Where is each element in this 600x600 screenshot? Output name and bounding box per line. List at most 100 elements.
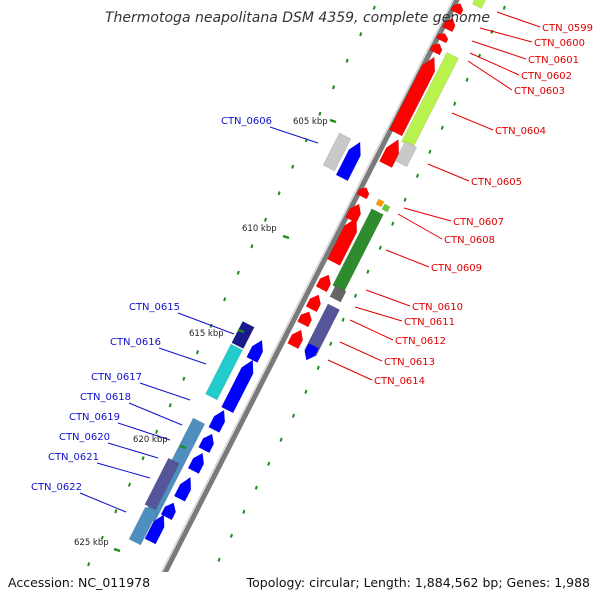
leader-line [471, 40, 527, 60]
leader-line [177, 312, 235, 335]
forward-gene-outer [394, 140, 418, 168]
forward-gene [305, 294, 321, 313]
topology-label: Topology: circular; Length: 1,884,562 bp… [246, 575, 590, 590]
tick-mark [345, 58, 349, 63]
backbone-highlight [146, 0, 454, 600]
tick-mark [316, 365, 320, 370]
reverse-gene-outer [128, 506, 158, 546]
gene-label-ctn-0606: CTN_0606 [221, 116, 272, 127]
reverse-gene-shape [221, 359, 254, 414]
forward-gene [389, 56, 436, 137]
forward-gene [345, 203, 362, 224]
leader-line [117, 422, 171, 441]
tick-mark [403, 197, 407, 202]
forward-gene-shape [315, 274, 331, 293]
forward-gene-shape [389, 56, 436, 137]
tick-mark [304, 389, 308, 394]
gene-label-ctn-0604: CTN_0604 [495, 126, 546, 137]
reverse-gene-shape [335, 141, 361, 182]
leader-line [479, 27, 533, 43]
forward-gene-small-shape [381, 203, 391, 213]
accession-label: Accession: NC_011978 [8, 575, 150, 590]
forward-gene-shape [429, 43, 443, 56]
leader-line [354, 306, 403, 322]
forward-gene [287, 329, 304, 350]
tick-mark [391, 221, 395, 226]
reverse-gene-outer [322, 132, 352, 172]
tick-mark [217, 557, 221, 562]
reverse-gene-outer-shape [231, 321, 255, 349]
reverse-gene [221, 359, 254, 414]
tick-mark [223, 297, 227, 302]
reverse-gene-shape [173, 476, 192, 502]
reverse-gene-shape [144, 514, 165, 545]
leader-line [158, 347, 207, 365]
tick-mark [250, 244, 254, 249]
forward-gene-outer-shape [304, 303, 340, 357]
tick-mark [114, 509, 118, 514]
forward-gene-outer-shape [472, 0, 488, 9]
forward-gene-small [381, 203, 391, 213]
forward-gene [297, 311, 312, 328]
kbp-marker-tick [237, 328, 245, 334]
reverse-gene [246, 339, 264, 363]
gene-label-ctn-0619: CTN_0619 [69, 412, 120, 423]
kbp-marker-tick [179, 444, 187, 450]
forward-gene-outer [304, 303, 340, 357]
tick-mark [100, 535, 104, 540]
gene-label-ctn-0609: CTN_0609 [431, 263, 482, 274]
reverse-gene [160, 502, 176, 521]
forward-gene-shape [379, 139, 400, 168]
forward-gene-shape [435, 33, 449, 44]
kbp-marker-tick [282, 234, 290, 240]
leader-line [269, 126, 319, 144]
forward-gene-outer [304, 343, 319, 361]
tick-mark [155, 429, 159, 434]
leader-line [451, 112, 494, 131]
reverse-gene-shape [198, 433, 215, 454]
tick-mark [267, 461, 271, 466]
tick-mark [440, 125, 444, 130]
gene-label-ctn-0622: CTN_0622 [31, 482, 82, 493]
tick-mark [341, 317, 345, 322]
reverse-gene-shape [160, 502, 176, 521]
forward-gene-shape [356, 187, 370, 200]
leader-line [467, 60, 513, 91]
footer-background [0, 572, 600, 600]
gene-label-ctn-0615: CTN_0615 [129, 302, 180, 313]
map-title: Thermotoga neapolitana DSM 4359, complet… [105, 10, 490, 26]
gene-label-ctn-0618: CTN_0618 [80, 392, 131, 403]
reverse-gene-outer [205, 343, 243, 401]
forward-gene-outer-shape [332, 208, 384, 292]
tick-mark [127, 482, 132, 487]
gene-label-ctn-0616: CTN_0616 [110, 337, 161, 348]
tick-mark [490, 29, 494, 34]
tick-mark [359, 32, 363, 37]
gene-label-ctn-0610: CTN_0610 [412, 302, 463, 313]
forward-gene [379, 139, 400, 168]
gene-label-ctn-0600: CTN_0600 [534, 38, 585, 49]
tick-mark [168, 403, 172, 408]
tick-mark [277, 191, 281, 196]
reverse-gene-shape [187, 452, 205, 474]
gene-label-ctn-0620: CTN_0620 [59, 432, 110, 443]
forward-gene-outer-shape [304, 343, 319, 361]
leader-line [139, 382, 191, 401]
tick-mark [329, 341, 333, 346]
tick-mark [465, 77, 469, 82]
forward-gene-outer [472, 0, 488, 9]
reverse-gene-outer-shape [128, 506, 158, 546]
tick-mark [291, 413, 296, 418]
forward-gene-outer-shape [401, 52, 459, 148]
forward-gene-shape [287, 329, 304, 350]
gene-label-ctn-0601: CTN_0601 [528, 55, 579, 66]
gene-labels: CTN_0599 CTN_0600 CTN_0601 CTN_0602 CTN_0603… [31, 23, 593, 493]
gene-label-ctn-0602: CTN_0602 [521, 71, 572, 82]
leader-line [128, 402, 183, 426]
reverse-gene [187, 452, 205, 474]
tick-mark [502, 5, 506, 10]
gene-label-ctn-0607: CTN_0607 [453, 217, 504, 228]
forward-gene-small-shape [375, 198, 385, 208]
reverse-gene-outer [231, 321, 255, 349]
tick-mark [182, 376, 186, 381]
